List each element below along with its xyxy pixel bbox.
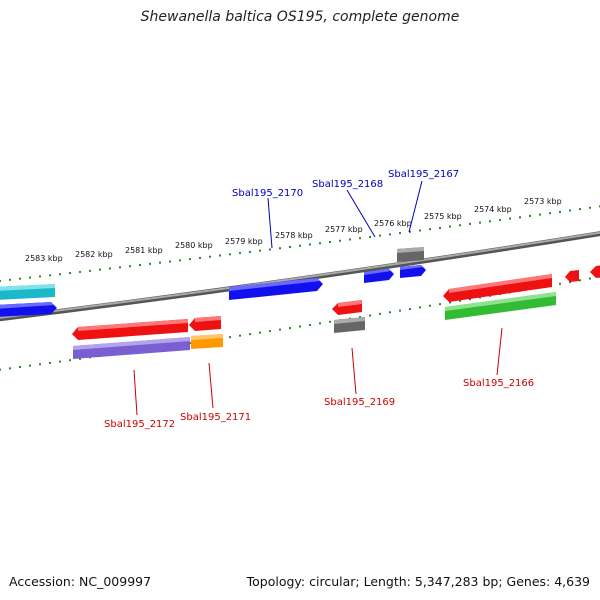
gene-feature-cyan[interactable]	[0, 284, 55, 300]
leader-line	[496, 327, 503, 376]
kbp-label: 2580 kbp	[175, 241, 213, 250]
gene-label[interactable]: Sbal195_2171	[180, 412, 251, 423]
leader-line	[267, 197, 273, 249]
genome-summary-text: Topology: circular; Length: 5,347,283 bp…	[246, 574, 590, 589]
kbp-label: 2583 kbp	[25, 254, 63, 263]
kbp-scale-labels: 2583 kbp 2582 kbp 2581 kbp 2580 kbp 2579…	[25, 197, 562, 263]
gene-feature-red-edge-right[interactable]	[590, 265, 600, 278]
gene-features-upper	[0, 247, 426, 317]
leader-line	[408, 180, 423, 233]
gene-feature-sbal195-2172-red[interactable]	[72, 319, 188, 340]
gene-feature-sbal195-2171-red[interactable]	[189, 316, 221, 331]
genome-title: Shewanella baltica OS195, complete genom…	[140, 9, 460, 25]
gene-feature-sbal195-2172[interactable]	[73, 337, 190, 359]
gene-feature-sbal195-2171[interactable]	[191, 334, 223, 349]
gene-feature-sbal195-2170[interactable]	[229, 278, 323, 300]
kbp-label: 2579 kbp	[225, 237, 263, 246]
gene-feature-sbal195-2166-red[interactable]	[443, 274, 552, 302]
kbp-label: 2578 kbp	[275, 231, 313, 240]
leader-line	[133, 369, 138, 416]
scale-track-upper	[0, 205, 600, 282]
gene-feature-gray-upper[interactable]	[397, 247, 424, 262]
gene-labels-top: Sbal195_2170 Sbal195_2168 Sbal195_2167	[232, 169, 459, 199]
gene-feature-sbal195-2169-red[interactable]	[332, 300, 362, 315]
gene-labels-bottom: Sbal195_2172 Sbal195_2171 Sbal195_2169 S…	[104, 378, 534, 430]
gene-feature-red-small-right[interactable]	[565, 270, 579, 282]
kbp-label: 2573 kbp	[524, 197, 562, 206]
gene-label[interactable]: Sbal195_2172	[104, 419, 175, 430]
kbp-label: 2574 kbp	[474, 205, 512, 214]
gene-feature-sbal195-2166[interactable]	[445, 292, 556, 320]
gene-feature-sbal195-2168[interactable]	[364, 269, 394, 283]
genome-backbone	[0, 231, 600, 322]
label-leader-lines	[133, 180, 503, 416]
kbp-label: 2577 kbp	[325, 225, 363, 234]
gene-features-lower	[72, 265, 600, 359]
gene-label[interactable]: Sbal195_2167	[388, 169, 459, 180]
gene-feature-sbal195-2169[interactable]	[334, 317, 365, 333]
accession-text: Accession: NC_009997	[9, 574, 152, 589]
leader-line	[351, 347, 357, 395]
gene-label[interactable]: Sbal195_2168	[312, 179, 383, 190]
leader-line	[208, 362, 214, 409]
gene-label[interactable]: Sbal195_2169	[324, 397, 395, 408]
kbp-label: 2575 kbp	[424, 212, 462, 221]
kbp-label: 2576 kbp	[374, 219, 412, 228]
leader-line	[346, 189, 376, 238]
kbp-label: 2582 kbp	[75, 250, 113, 259]
gene-feature-sbal195-2167[interactable]	[400, 265, 426, 278]
gene-feature-blue-left[interactable]	[0, 302, 57, 317]
gene-label[interactable]: Sbal195_2170	[232, 188, 303, 199]
kbp-label: 2581 kbp	[125, 246, 163, 255]
gene-label[interactable]: Sbal195_2166	[463, 378, 534, 389]
